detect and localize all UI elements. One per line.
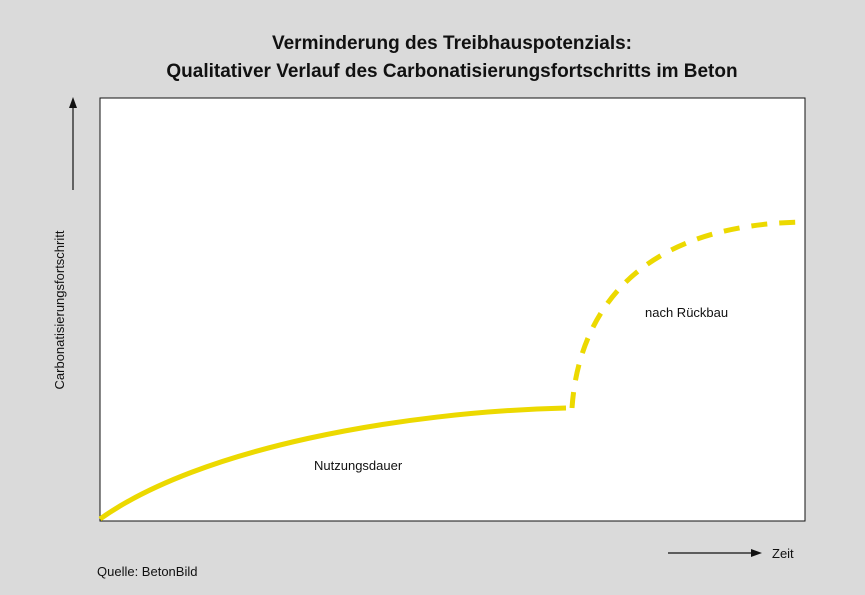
curve-after [569, 219, 806, 409]
x-arrowhead [751, 549, 762, 557]
curve-use [98, 405, 567, 522]
source: Quelle: BetonBild [97, 564, 197, 579]
title-line: Verminderung des Treibhauspotenzials: [272, 33, 632, 54]
x-axis-label: Zeit [772, 546, 794, 561]
annotation: nach Rückbau [645, 305, 728, 320]
plot-area [99, 97, 806, 522]
y-arrowhead [69, 97, 77, 108]
y-axis-label: Carbonatisierungsfortschritt [52, 230, 67, 389]
annotation: Nutzungsdauer [314, 458, 403, 473]
title-line: Qualitativer Verlauf des Carbonatisierun… [166, 61, 737, 82]
